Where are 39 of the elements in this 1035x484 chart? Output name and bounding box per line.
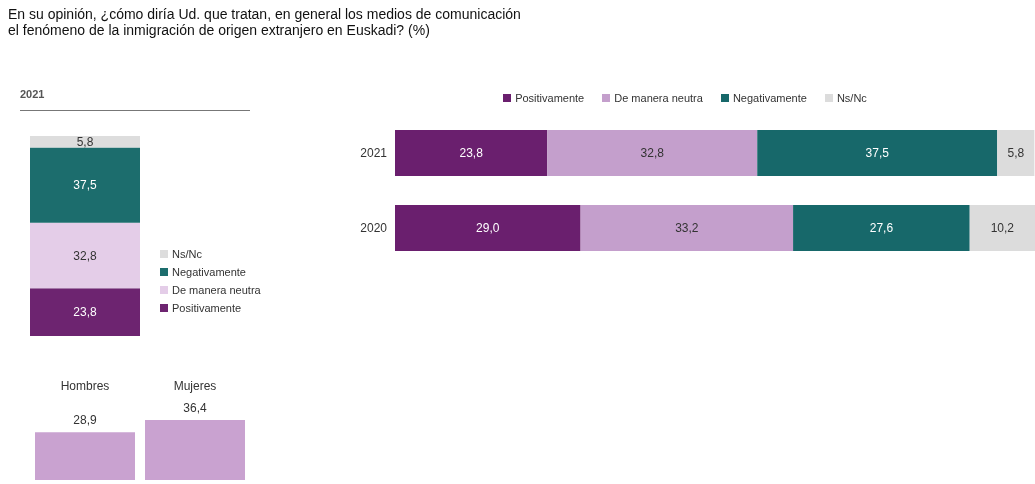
x-tick-label: Mujeres [173, 379, 217, 393]
data-label: 27,6 [869, 221, 894, 236]
data-label: 5,8 [76, 135, 94, 150]
data-label: 23,8 [73, 305, 97, 320]
bar [30, 136, 140, 148]
legend-label: Ns/Nc [836, 92, 867, 104]
bar [580, 205, 794, 251]
y-tick-label: 2020 [360, 220, 388, 235]
data-label: 32,8 [640, 146, 665, 161]
data-label: 37,5 [73, 178, 97, 193]
bar [395, 130, 548, 176]
bar [969, 205, 1035, 251]
data-label: 36,4 [183, 401, 207, 415]
data-label: 29,0 [476, 221, 500, 236]
bar [793, 205, 970, 251]
data-label: 5,8 [1007, 146, 1025, 161]
legend-label: Negativamente [172, 266, 246, 278]
bar [757, 130, 998, 176]
legend-label: De manera neutra [614, 92, 703, 104]
text: En su opinión, ¿cómo diría Ud. que tratan, en general los medios de comunicación el fenómeno de la inmigración de origen extranjero en Euskadi? (%) [8, 6, 521, 38]
bar [30, 222, 140, 289]
legend-label: Ns/Nc [172, 248, 202, 260]
bar [30, 147, 140, 223]
chart-subtitle: 2021 [20, 88, 250, 111]
data-label: 10,2 [990, 221, 1015, 236]
legend-label: Negativamente [732, 92, 807, 104]
data-label: 32,8 [73, 248, 97, 263]
data-label: 23,8 [459, 146, 484, 161]
bar [395, 205, 581, 251]
bar [547, 130, 758, 176]
legend-label: Positivamente [172, 302, 242, 314]
data-label: 37,5 [865, 146, 890, 161]
data-label: 28,9 [73, 413, 97, 428]
x-tick-label: Hombres [60, 379, 110, 393]
legend-label: De manera neutra [172, 284, 261, 296]
bar [30, 288, 140, 336]
data-label: 33,2 [675, 221, 699, 236]
bar [997, 130, 1035, 176]
legend-label: Positivamente [515, 92, 585, 104]
